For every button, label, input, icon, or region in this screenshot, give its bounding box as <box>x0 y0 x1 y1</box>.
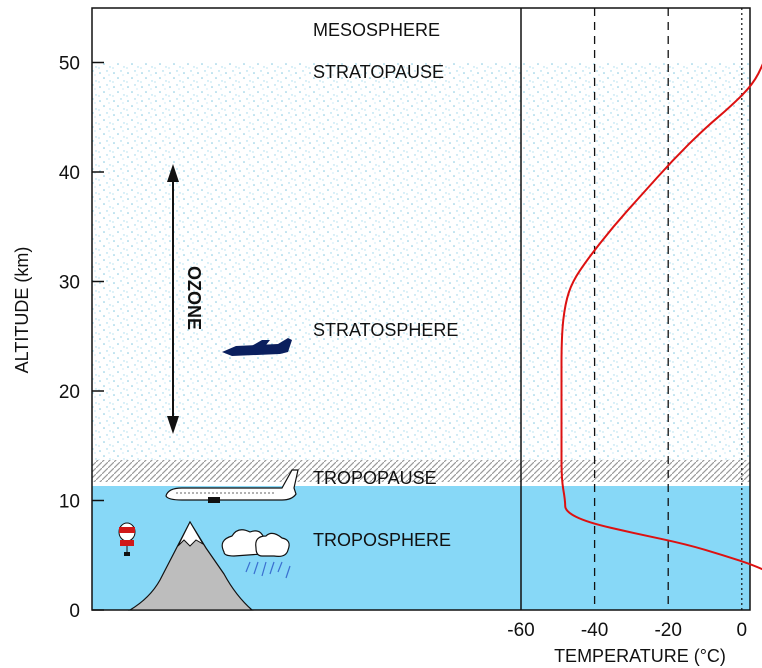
reference-lines <box>593 8 743 610</box>
temperature-ticks: -60-40-20020 <box>507 620 748 641</box>
altitude-ticks: 0 10 20 30 40 50 <box>59 54 104 622</box>
mountain-icon <box>127 520 254 611</box>
temperature-tick-label: -20 <box>654 620 681 641</box>
tropopause-label: TROPOPAUSE <box>313 468 437 488</box>
temperature-curve <box>560 63 762 571</box>
troposphere-label: TROPOSPHERE <box>313 530 451 550</box>
altitude-tick-label: 50 <box>59 54 80 75</box>
temperature-line <box>560 63 762 571</box>
tropopause-band <box>92 460 750 482</box>
stratopause-label: STRATOPAUSE <box>313 62 444 82</box>
temperature-tick-label: -60 <box>507 620 534 641</box>
temperature-axis-title: TEMPERATURE (°C) <box>554 646 726 666</box>
altitude-tick-label: 40 <box>59 163 80 184</box>
altitude-axis-title: ALTITUDE (km) <box>12 247 32 374</box>
airliner-icon <box>165 469 299 503</box>
altitude-tick-label: 30 <box>59 273 80 294</box>
temperature-tick-label: -40 <box>581 620 608 641</box>
stratosphere-region <box>92 62 750 460</box>
altitude-tick-label: 10 <box>59 492 80 513</box>
plot-frame <box>91 7 751 611</box>
temperature-tick-label: 0 <box>737 620 748 641</box>
mesosphere-label: MESOSPHERE <box>313 20 440 40</box>
balloon-icon <box>118 522 136 556</box>
ozone-arrow-icon <box>167 164 179 434</box>
altitude-tick-label: 20 <box>59 382 80 403</box>
ozone-label: OZONE <box>184 266 204 330</box>
jet-icon <box>222 338 292 356</box>
stratosphere-label: STRATOSPHERE <box>313 320 458 340</box>
altitude-tick-label: 0 <box>69 601 80 622</box>
cloud-rain-icon <box>221 529 291 579</box>
